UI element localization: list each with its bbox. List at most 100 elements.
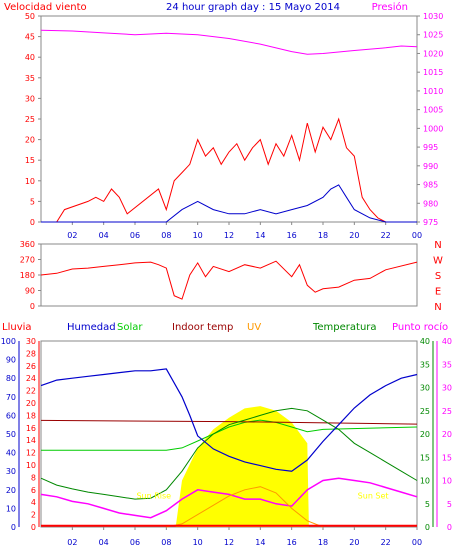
x-tick-label: 00 [412, 231, 422, 240]
x-tick-label: 14 [255, 231, 265, 240]
wind-y-tick-label: 30 [25, 94, 35, 103]
dew-y-tick-label: 35 [442, 360, 452, 369]
pressure-y-tick-label: 985 [423, 181, 438, 190]
dew-y-tick-label: 30 [442, 384, 452, 393]
humidity-y-tick-label: 70 [6, 393, 16, 402]
compass-label: N [434, 302, 441, 313]
x-tick-label: 12 [224, 538, 234, 547]
x-tick-label: 14 [255, 538, 265, 547]
humidity-y-tick-label: 50 [6, 430, 16, 439]
x-tick-label: 18 [318, 231, 328, 240]
wind-average-line [41, 184, 417, 223]
dew-y-tick-label: 0 [447, 523, 452, 532]
temperature-y-tick-label: 40 [420, 337, 430, 346]
dew-y-tick-label: 15 [442, 453, 452, 462]
x-tick-label: 10 [193, 231, 203, 240]
x-tick-label: 08 [161, 538, 171, 547]
x-tick-label: 12 [224, 231, 234, 240]
temperature-y-tick-label: 0 [425, 523, 430, 532]
uv-line [166, 486, 324, 528]
wind-axis-title: Velocidad viento [4, 2, 87, 13]
rain-y-tick-label: 0 [31, 523, 36, 532]
rain-y-tick-label: 30 [26, 337, 36, 346]
temperature-y-tick-label: 10 [420, 477, 430, 486]
legend-temperature: Temperatura [312, 322, 377, 333]
rain-y-tick-label: 16 [26, 424, 36, 433]
dew-y-tick-label: 5 [447, 500, 452, 509]
pressure-y-tick-label: 975 [423, 218, 438, 227]
humidity-y-tick-label: 100 [1, 337, 16, 346]
direction-y-tick-label: 270 [20, 256, 35, 265]
dew-point-line [40, 477, 418, 519]
temperature-y-tick-label: 35 [420, 360, 430, 369]
x-tick-label: 18 [318, 538, 328, 547]
direction-y-tick-label: 180 [20, 271, 35, 280]
wind-y-tick-label: 0 [30, 218, 35, 227]
rain-y-tick-label: 8 [31, 473, 36, 482]
wind-y-tick-label: 5 [30, 197, 35, 206]
rain-y-tick-label: 20 [26, 399, 36, 408]
pressure-y-tick-label: 1020 [423, 49, 443, 58]
rain-y-tick-label: 24 [26, 374, 36, 383]
legend-solar: Solar [117, 322, 143, 333]
x-tick-label: 06 [130, 538, 140, 547]
humidity-y-tick-label: 80 [6, 374, 16, 383]
x-tick-label: 04 [99, 231, 109, 240]
sun-annotation: Sun Rise [136, 491, 171, 500]
direction-y-tick-label: 90 [25, 287, 35, 296]
pressure-y-tick-label: 980 [423, 199, 438, 208]
x-tick-label: 22 [381, 538, 391, 547]
indoor-temp-line [40, 419, 418, 425]
x-tick-label: 22 [381, 231, 391, 240]
rain-y-tick-label: 10 [26, 461, 36, 470]
rain-y-tick-label: 12 [26, 449, 36, 458]
pressure-line [40, 29, 418, 55]
solar-max-line [41, 419, 418, 451]
wind-y-tick-label: 45 [25, 33, 35, 42]
legend-humidity: Humedad [67, 322, 116, 333]
wind-y-tick-label: 50 [25, 12, 35, 21]
chart-title: 24 hour graph day : 15 Mayo 2014 [166, 2, 340, 13]
rain-y-tick-label: 2 [31, 511, 36, 520]
dew-y-tick-label: 25 [442, 407, 452, 416]
temperature-y-tick-label: 20 [420, 430, 430, 439]
direction-y-tick-label: 360 [20, 240, 35, 249]
pressure-y-tick-label: 1015 [423, 68, 443, 77]
x-tick-label: 20 [349, 538, 359, 547]
rain-y-tick-label: 18 [26, 411, 36, 420]
wind-y-tick-label: 15 [25, 156, 35, 165]
x-tick-label: 08 [161, 231, 171, 240]
humidity-y-tick-label: 40 [6, 449, 16, 458]
humidity-y-tick-label: 90 [6, 356, 16, 365]
pressure-y-tick-label: 1000 [423, 124, 443, 133]
pressure-axis-title: Presión [372, 1, 408, 13]
x-tick-label: 02 [67, 538, 77, 547]
pressure-y-tick-label: 1025 [423, 31, 443, 40]
x-tick-label: 02 [67, 231, 77, 240]
dew-y-tick-label: 10 [442, 477, 452, 486]
wind-direction-line [40, 260, 418, 300]
humidity-y-tick-label: 20 [6, 486, 16, 495]
humidity-y-tick-label: 60 [6, 411, 16, 420]
rain-y-tick-label: 4 [31, 498, 36, 507]
x-tick-label: 06 [130, 231, 140, 240]
legend-dew-point: Punto rocío [392, 321, 448, 333]
x-tick-label: 00 [412, 538, 422, 547]
wind-y-tick-label: 35 [25, 74, 35, 83]
legend-rain: Lluvia [2, 322, 32, 333]
pressure-y-tick-label: 990 [423, 162, 438, 171]
x-tick-label: 16 [287, 538, 297, 547]
humidity-y-tick-label: 10 [6, 504, 16, 513]
wind-gust-line [41, 117, 417, 223]
pressure-y-tick-label: 1005 [423, 106, 443, 115]
pressure-y-tick-label: 1030 [423, 12, 443, 21]
x-tick-label: 04 [99, 538, 109, 547]
compass-label: N [434, 240, 441, 251]
dew-y-tick-label: 40 [442, 337, 452, 346]
compass-label: S [435, 271, 441, 282]
pressure-y-tick-label: 1010 [423, 87, 443, 96]
rain-y-tick-label: 6 [31, 486, 36, 495]
humidity-line [40, 368, 418, 472]
rain-y-tick-label: 28 [26, 349, 36, 358]
